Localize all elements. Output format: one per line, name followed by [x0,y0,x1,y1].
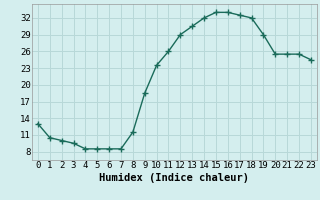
X-axis label: Humidex (Indice chaleur): Humidex (Indice chaleur) [100,173,249,183]
